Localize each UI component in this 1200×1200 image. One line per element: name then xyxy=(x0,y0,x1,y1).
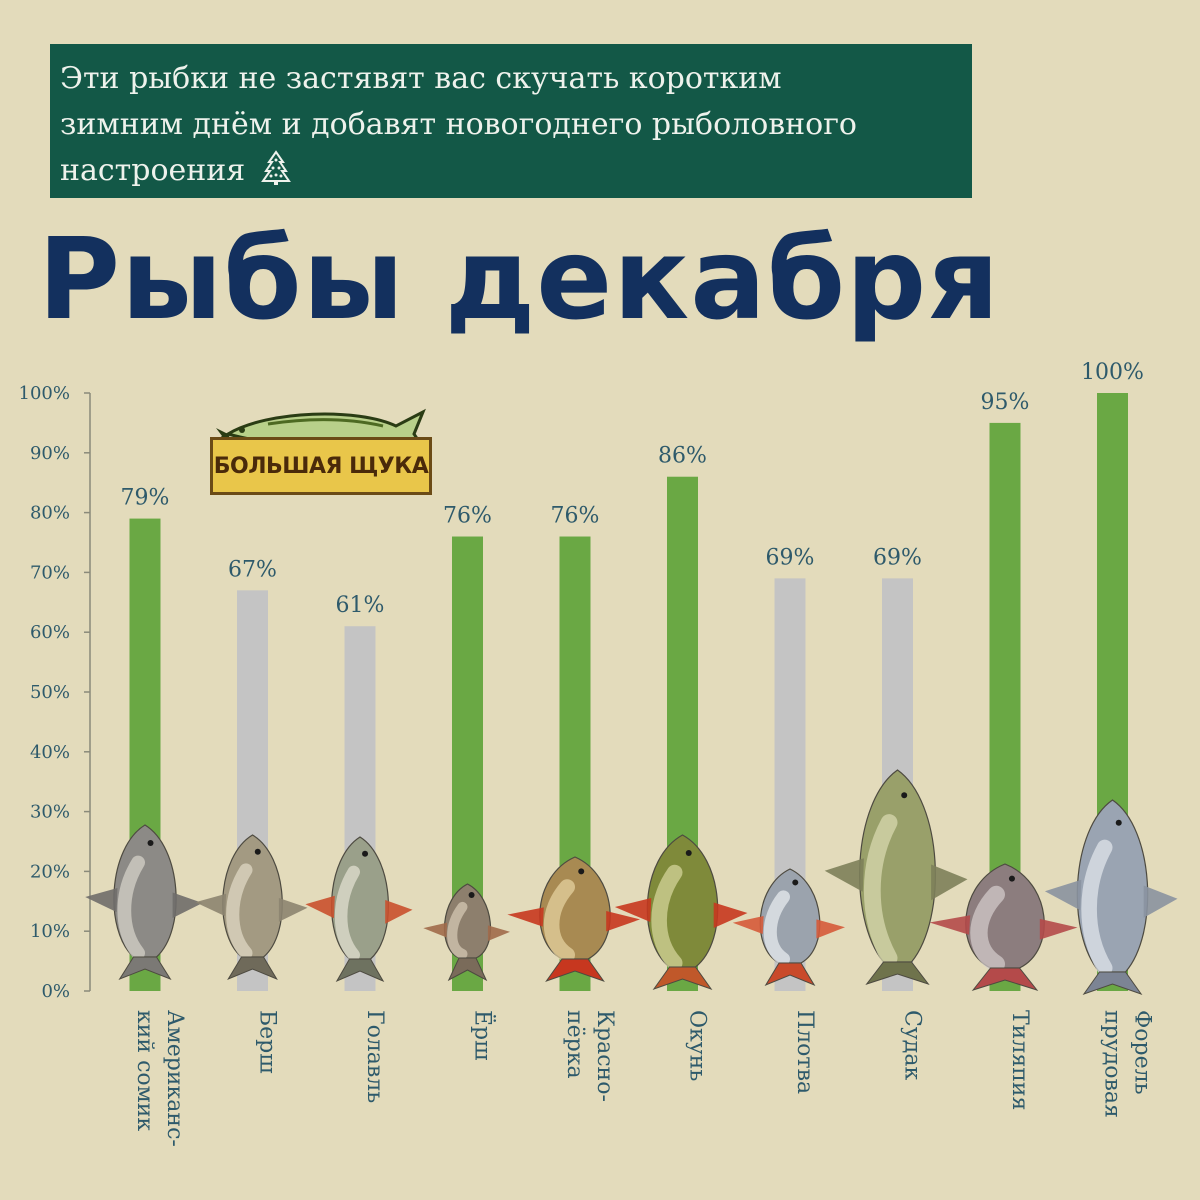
zander-icon xyxy=(824,769,968,985)
fish-illustrations xyxy=(85,769,1178,995)
value-labels: 79% 67% 61% 76% 76% 86% 69% 69% 95% 100% xyxy=(121,360,1144,618)
ruffe-icon xyxy=(423,883,510,982)
y-axis: 0% 10% 20% 30% 40% 50% 60% 70% 80% 90% 100% xyxy=(19,383,91,1002)
y-tick-label: 0% xyxy=(41,981,70,1002)
tilapia-icon xyxy=(929,863,1078,991)
value-label: 95% xyxy=(981,390,1030,415)
intro-banner: Эти рыбки не застявят вас скучать коротк… xyxy=(50,44,972,198)
y-tick-label: 50% xyxy=(30,682,70,703)
value-label: 69% xyxy=(766,545,815,570)
value-label: 79% xyxy=(121,486,170,511)
banner-line-1: Эти рыбки не застявят вас скучать коротк… xyxy=(60,61,782,96)
value-label: 69% xyxy=(873,545,922,570)
page-title: Рыбы декабря xyxy=(38,215,1001,345)
bersh-icon xyxy=(195,834,308,981)
y-tick-label: 90% xyxy=(30,443,70,464)
category-label: кий сомик xyxy=(132,1010,157,1131)
value-label: 76% xyxy=(443,504,492,529)
value-label: 61% xyxy=(336,593,385,618)
value-label: 86% xyxy=(658,444,707,469)
y-tick-label: 40% xyxy=(30,742,70,763)
category-label: Американс- xyxy=(162,1010,187,1147)
category-label: пёрка xyxy=(562,1010,587,1079)
y-tick-label: 20% xyxy=(30,861,70,882)
category-label: Ёрш xyxy=(470,1010,497,1061)
y-tick-label: 60% xyxy=(30,622,70,643)
y-tick-label: 70% xyxy=(30,562,70,583)
banner-line-2: зимним днём и добавят новогоднего рыболо… xyxy=(60,107,857,142)
value-label: 76% xyxy=(551,504,600,529)
logo-label: БОЛЬШАЯ ЩУКА xyxy=(210,437,432,495)
trout-icon xyxy=(1044,799,1178,995)
category-label: Тиляпия xyxy=(1007,1010,1032,1110)
banner-line-3: настроения xyxy=(60,148,962,194)
chub-icon xyxy=(305,836,413,983)
category-label: Форель xyxy=(1130,1010,1155,1095)
category-label: Красно- xyxy=(592,1010,617,1102)
category-label: Окунь xyxy=(685,1010,710,1081)
y-tick-label: 10% xyxy=(30,921,70,942)
y-tick-label: 30% xyxy=(30,802,70,823)
catfish-icon xyxy=(85,824,203,981)
banner-line-3-text: настроения xyxy=(60,153,246,188)
category-label: Плотва xyxy=(792,1010,817,1094)
category-label: Голавль xyxy=(362,1010,387,1103)
value-label: 100% xyxy=(1081,360,1144,385)
y-tick-label: 80% xyxy=(30,503,70,524)
christmas-tree-icon xyxy=(260,150,291,185)
category-label: прудовая xyxy=(1100,1010,1125,1118)
rudd-icon xyxy=(507,856,640,982)
category-labels: Американс-кий сомик Берш Голавль Ёрш Красно-… xyxy=(132,1010,1155,1147)
roach-icon xyxy=(732,868,845,987)
category-label: Судак xyxy=(900,1010,925,1080)
category-label: Берш xyxy=(255,1010,280,1074)
y-tick-label: 100% xyxy=(19,383,70,404)
perch-icon xyxy=(614,834,748,990)
value-label: 67% xyxy=(228,557,277,582)
